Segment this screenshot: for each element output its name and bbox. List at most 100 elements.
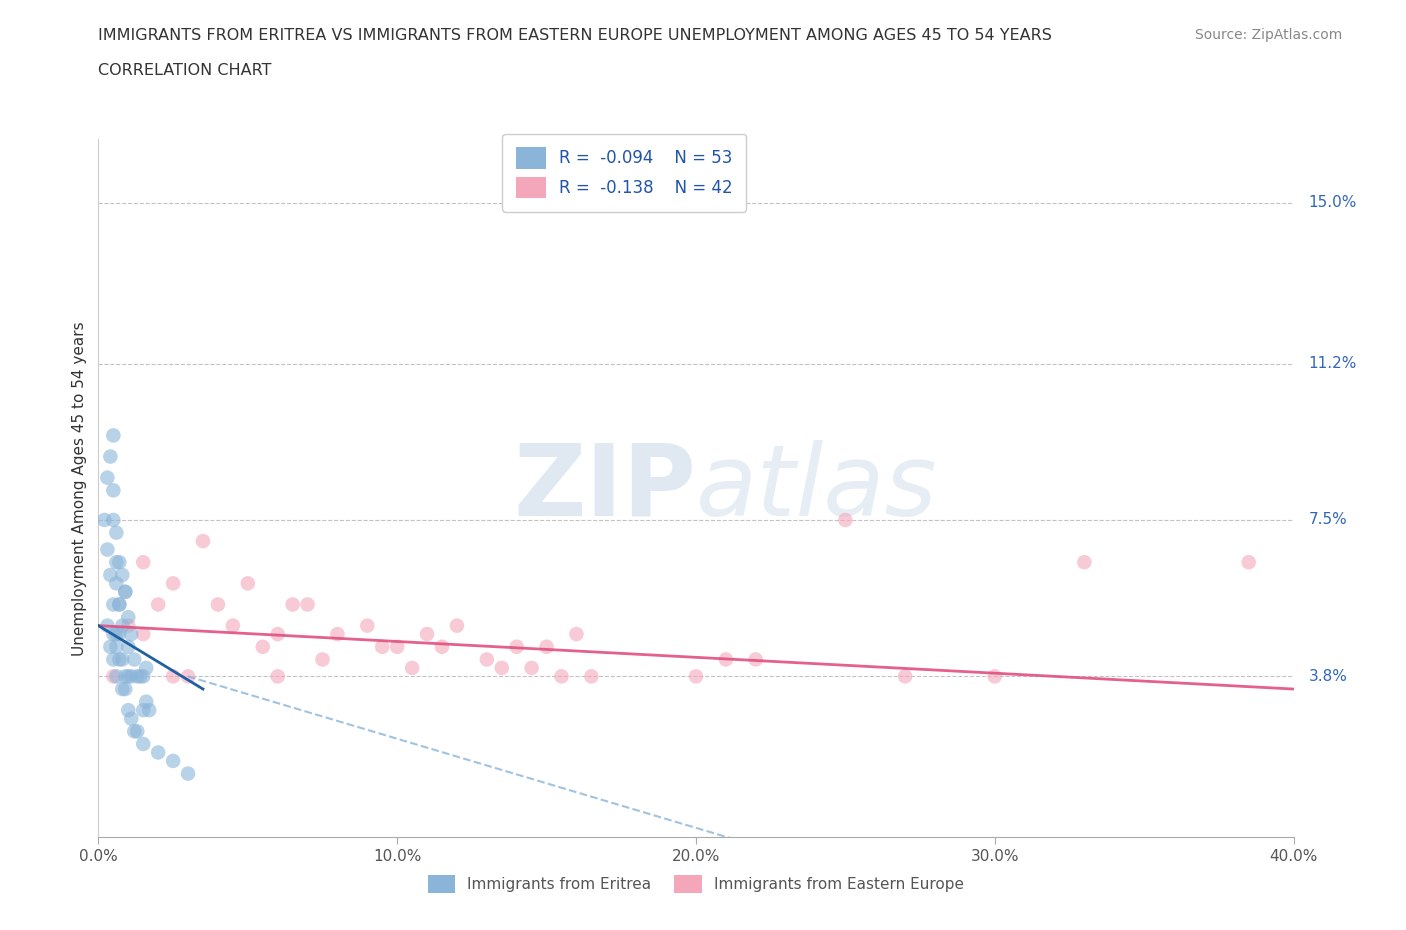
Point bbox=[105, 525, 128, 540]
Point bbox=[326, 627, 349, 642]
Text: 3.8%: 3.8% bbox=[1309, 669, 1347, 684]
Point bbox=[222, 618, 245, 633]
Point bbox=[127, 724, 149, 738]
Point bbox=[446, 618, 468, 633]
Point bbox=[111, 567, 134, 582]
Point bbox=[138, 703, 160, 718]
Point bbox=[267, 669, 290, 684]
Point bbox=[714, 652, 737, 667]
Point bbox=[236, 576, 259, 591]
Point bbox=[356, 618, 378, 633]
Text: CORRELATION CHART: CORRELATION CHART bbox=[98, 63, 271, 78]
Point bbox=[103, 483, 125, 498]
Point bbox=[536, 639, 558, 654]
Point bbox=[745, 652, 768, 667]
Point bbox=[105, 669, 128, 684]
Point bbox=[105, 639, 128, 654]
Point bbox=[297, 597, 319, 612]
Point bbox=[103, 627, 125, 642]
Point bbox=[108, 597, 131, 612]
Point bbox=[685, 669, 707, 684]
Point bbox=[98, 449, 122, 464]
Point bbox=[281, 597, 304, 612]
Point bbox=[191, 534, 214, 549]
Point bbox=[108, 597, 131, 612]
Y-axis label: Unemployment Among Ages 45 to 54 years: Unemployment Among Ages 45 to 54 years bbox=[72, 321, 87, 656]
Point bbox=[520, 660, 543, 675]
Text: Source: ZipAtlas.com: Source: ZipAtlas.com bbox=[1195, 28, 1343, 42]
Point bbox=[416, 627, 439, 642]
Point bbox=[550, 669, 572, 684]
Point bbox=[162, 576, 184, 591]
Point bbox=[132, 737, 155, 751]
Point bbox=[108, 555, 131, 570]
Point bbox=[371, 639, 394, 654]
Point bbox=[132, 627, 155, 642]
Point bbox=[117, 703, 139, 718]
Point bbox=[98, 639, 122, 654]
Point bbox=[120, 711, 142, 726]
Point bbox=[984, 669, 1007, 684]
Text: 11.2%: 11.2% bbox=[1309, 356, 1357, 371]
Point bbox=[565, 627, 588, 642]
Point bbox=[252, 639, 274, 654]
Point bbox=[1237, 555, 1260, 570]
Point bbox=[103, 669, 125, 684]
Point bbox=[117, 639, 139, 654]
Point bbox=[177, 669, 200, 684]
Point bbox=[114, 669, 136, 684]
Point bbox=[162, 669, 184, 684]
Point bbox=[132, 703, 155, 718]
Point bbox=[135, 695, 157, 710]
Point bbox=[506, 639, 529, 654]
Point bbox=[114, 682, 136, 697]
Point bbox=[105, 576, 128, 591]
Point bbox=[96, 618, 118, 633]
Point bbox=[894, 669, 917, 684]
Point bbox=[148, 597, 170, 612]
Point bbox=[430, 639, 453, 654]
Text: 7.5%: 7.5% bbox=[1309, 512, 1347, 527]
Point bbox=[114, 584, 136, 599]
Point bbox=[475, 652, 498, 667]
Text: ZIP: ZIP bbox=[513, 440, 696, 537]
Point bbox=[132, 555, 155, 570]
Point bbox=[1073, 555, 1095, 570]
Point bbox=[111, 618, 134, 633]
Point bbox=[96, 471, 118, 485]
Point bbox=[148, 745, 170, 760]
Point bbox=[105, 555, 128, 570]
Point bbox=[162, 753, 184, 768]
Text: IMMIGRANTS FROM ERITREA VS IMMIGRANTS FROM EASTERN EUROPE UNEMPLOYMENT AMONG AGE: IMMIGRANTS FROM ERITREA VS IMMIGRANTS FR… bbox=[98, 28, 1052, 43]
Point bbox=[834, 512, 856, 527]
Point bbox=[111, 652, 134, 667]
Point bbox=[401, 660, 423, 675]
Point bbox=[120, 627, 142, 642]
Point bbox=[108, 652, 131, 667]
Point bbox=[103, 512, 125, 527]
Point bbox=[93, 512, 115, 527]
Legend: Immigrants from Eritrea, Immigrants from Eastern Europe: Immigrants from Eritrea, Immigrants from… bbox=[422, 870, 970, 899]
Point bbox=[129, 669, 152, 684]
Point bbox=[96, 542, 118, 557]
Point bbox=[98, 567, 122, 582]
Point bbox=[127, 669, 149, 684]
Point bbox=[491, 660, 513, 675]
Point bbox=[311, 652, 333, 667]
Point bbox=[120, 669, 142, 684]
Point bbox=[124, 652, 146, 667]
Point bbox=[267, 627, 290, 642]
Point bbox=[103, 428, 125, 443]
Point bbox=[103, 597, 125, 612]
Text: 15.0%: 15.0% bbox=[1309, 195, 1357, 210]
Text: atlas: atlas bbox=[696, 440, 938, 537]
Point bbox=[581, 669, 603, 684]
Point bbox=[103, 652, 125, 667]
Point bbox=[108, 627, 131, 642]
Point bbox=[117, 669, 139, 684]
Point bbox=[117, 610, 139, 625]
Point bbox=[117, 618, 139, 633]
Point bbox=[135, 660, 157, 675]
Point bbox=[177, 766, 200, 781]
Point bbox=[124, 724, 146, 738]
